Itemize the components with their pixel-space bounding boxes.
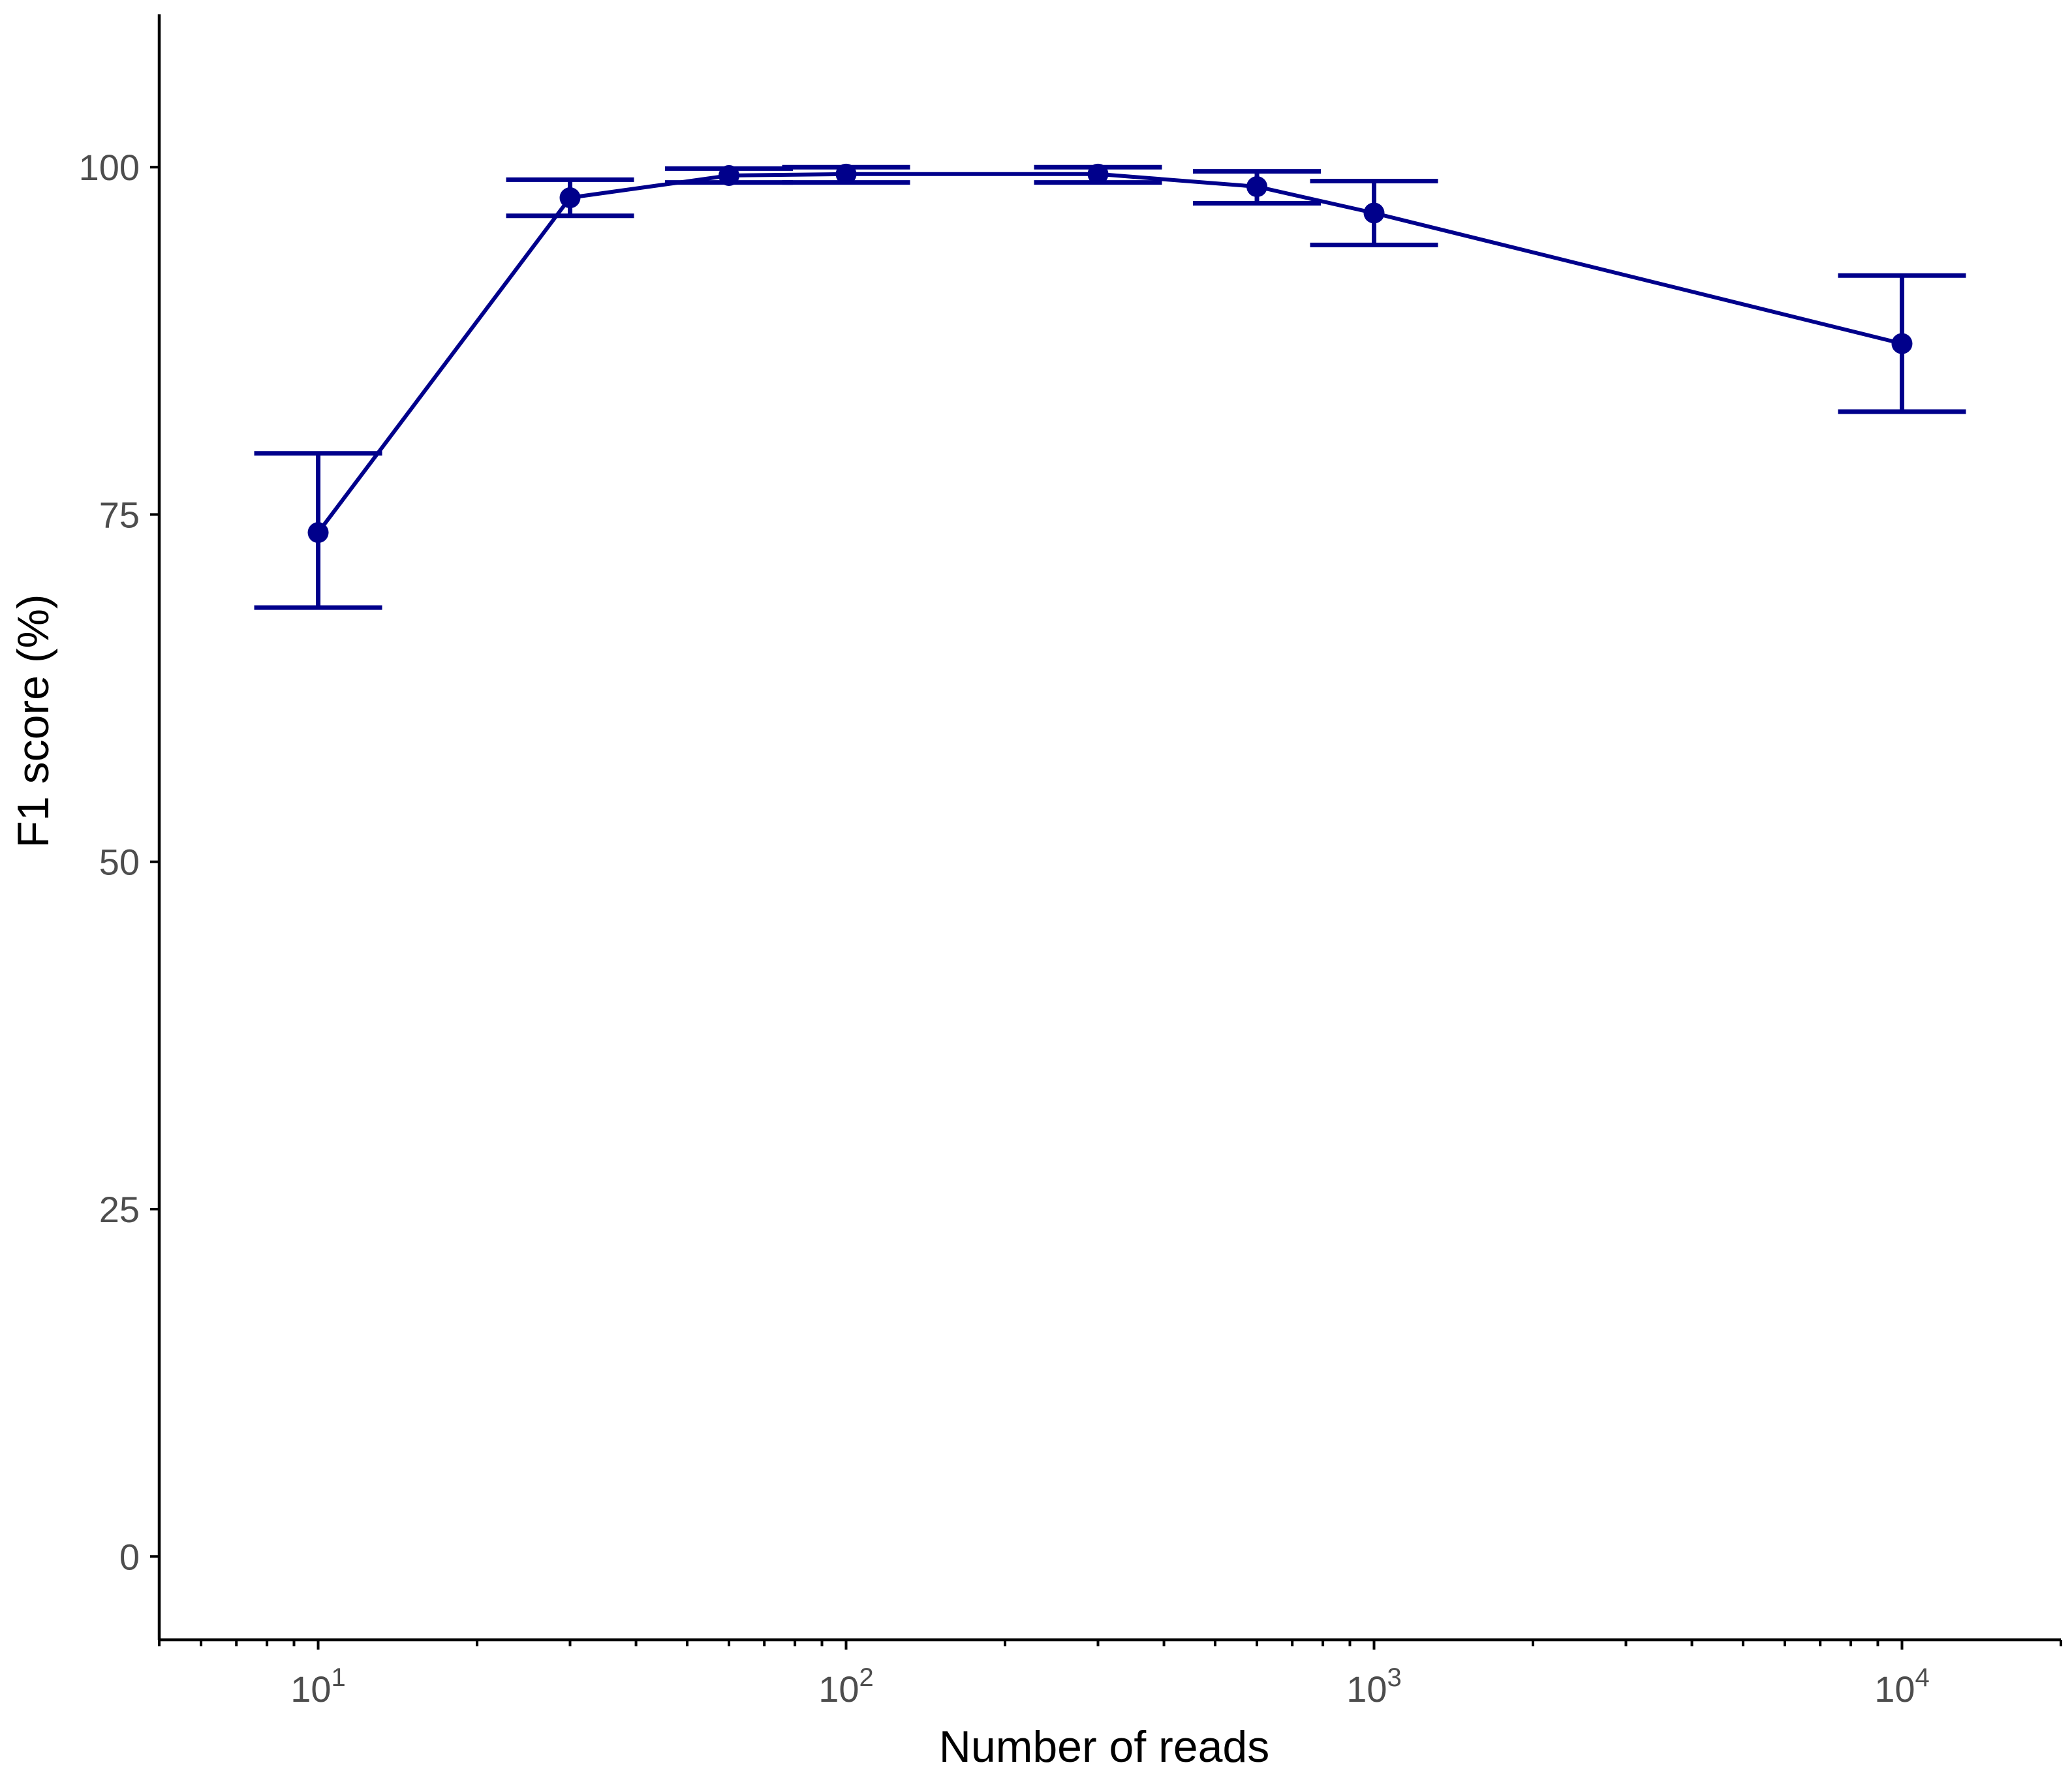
x-axis-ticks: 101 102 103 104 <box>158 1640 2062 1710</box>
data-point-60 <box>719 164 740 186</box>
x-tick-label-100: 102 <box>818 1663 874 1710</box>
y-tick-label-100: 100 <box>79 147 140 188</box>
y-axis-ticks: 0 25 50 75 100 <box>79 147 159 1577</box>
y-tick-label-25: 25 <box>99 1189 140 1230</box>
data-point-10000 <box>1891 333 1913 354</box>
x-tick-label-1000: 103 <box>1346 1663 1402 1710</box>
x-axis-title: Number of reads <box>939 1722 1269 1769</box>
data-point-1000 <box>1363 202 1385 224</box>
y-axis-title: F1 score (%) <box>8 594 58 848</box>
data-point-300 <box>1087 163 1109 185</box>
data-point-10 <box>307 522 329 544</box>
data-point-600 <box>1246 176 1268 198</box>
series-line-0 <box>317 172 1903 534</box>
y-tick-label-75: 75 <box>99 494 140 535</box>
data-point-30 <box>559 187 581 209</box>
x-tick-label-10: 101 <box>290 1663 346 1710</box>
plot-marks <box>254 163 1966 610</box>
data-point-100 <box>835 163 857 185</box>
x-tick-label-10000: 104 <box>1874 1663 1930 1710</box>
y-tick-label-50: 50 <box>99 842 140 883</box>
y-tick-label-0: 0 <box>119 1536 140 1577</box>
